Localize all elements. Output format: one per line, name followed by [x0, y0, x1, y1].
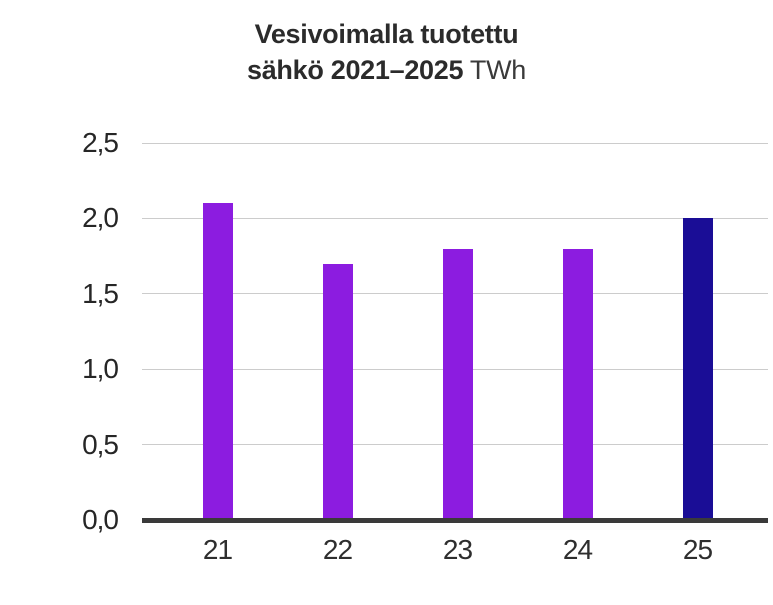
y-tick-label: 1,0 [82, 353, 119, 385]
y-tick-label: 2,0 [82, 202, 119, 234]
plot-area [142, 142, 768, 520]
x-tick-label-22: 22 [322, 534, 353, 565]
x-tick-label-23: 23 [442, 534, 473, 565]
x-tick-label-21: 21 [202, 534, 233, 565]
y-tick-label: 0,5 [82, 428, 119, 460]
bar-25 [682, 218, 713, 520]
chart-title-unit: TWh [463, 55, 526, 85]
bar-24 [562, 248, 593, 520]
chart-title-line2-bold: sähkö 2021–2025 [247, 55, 464, 85]
chart-title: Vesivoimalla tuotettu sähkö 2021–2025 TW… [0, 16, 773, 88]
x-axis-line [142, 518, 768, 523]
y-tick-label: 1,5 [82, 277, 119, 309]
bar-23 [442, 248, 473, 520]
x-tick-label-24: 24 [562, 534, 593, 565]
y-axis-labels: 0,0 0,5 1,0 1,5 2,0 2,5 [18, 127, 119, 535]
chart-title-line1: Vesivoimalla tuotettu [254, 19, 519, 49]
gridline [142, 217, 768, 219]
bar-21 [202, 203, 233, 520]
bar-22 [322, 263, 353, 520]
x-tick-label-25: 25 [682, 534, 713, 565]
y-tick-label: 2,5 [82, 127, 119, 158]
y-tick-label: 0,0 [82, 504, 119, 535]
gridline [142, 142, 768, 144]
chart-title-line2: sähkö 2021–2025 TWh [0, 52, 773, 88]
